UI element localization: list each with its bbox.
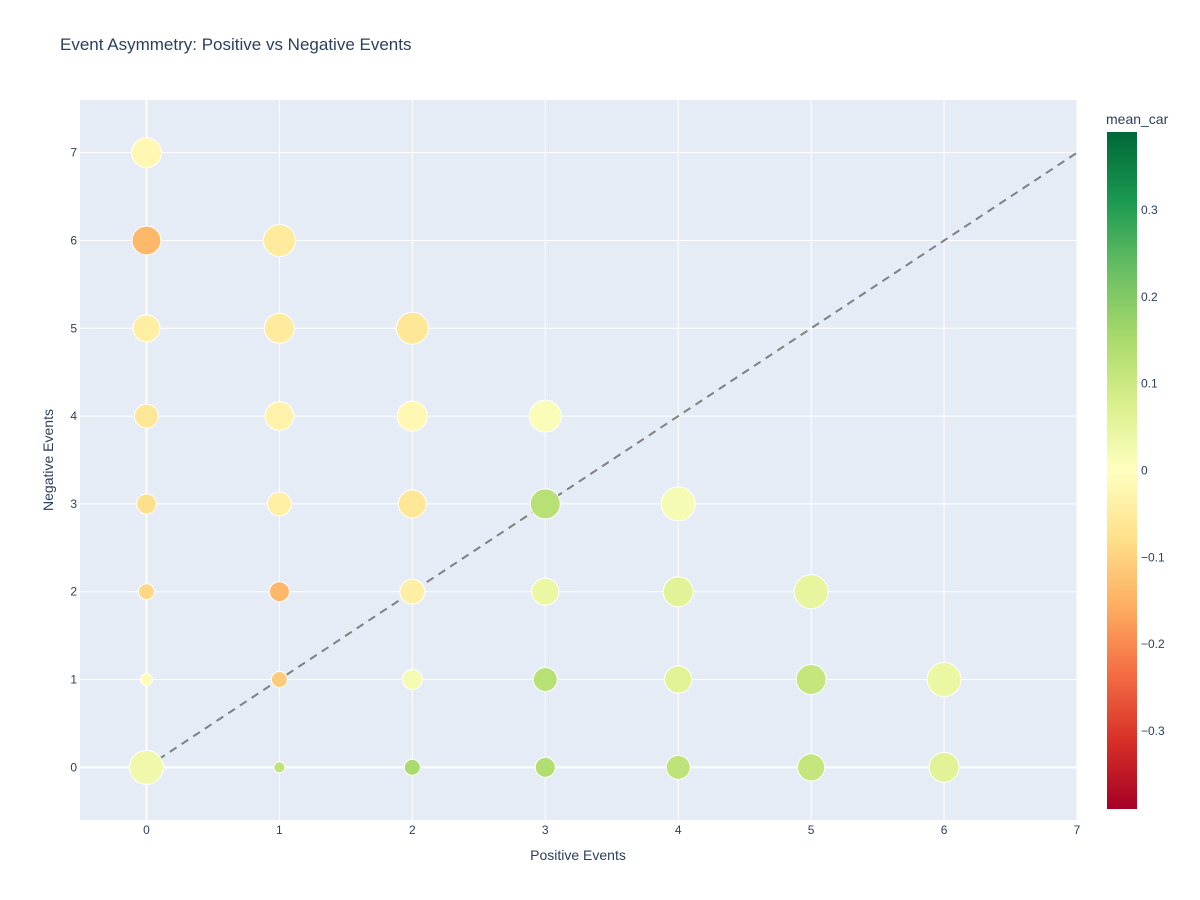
data-point [529, 488, 561, 520]
data-point [797, 753, 826, 782]
data-point [139, 673, 153, 687]
data-point [135, 493, 157, 515]
data-point [532, 667, 558, 693]
x-tick-label: 5 [808, 823, 815, 837]
data-point [270, 671, 288, 689]
data-point [928, 751, 960, 783]
data-point [395, 311, 429, 345]
colorbar-ticks: −0.3 −0.2 −0.1 0 0.1 0.2 0.3 [1141, 203, 1165, 738]
y-tick-label: 4 [70, 409, 77, 423]
colorbar-tick-label: 0.2 [1141, 290, 1158, 304]
colorbar-tick-label: −0.3 [1141, 724, 1165, 738]
data-point [263, 312, 295, 344]
data-point [264, 401, 295, 431]
data-point [660, 486, 696, 522]
x-tick-label: 0 [143, 823, 150, 837]
colorbar-tick-label: 0 [1141, 464, 1148, 478]
gridlines [80, 100, 1078, 820]
x-axis-title: Positive Events [530, 847, 626, 863]
data-point [268, 581, 290, 603]
x-tick-label: 1 [276, 823, 283, 837]
y-tick-label: 2 [70, 585, 77, 599]
data-point [662, 576, 694, 608]
y-axis-ticks: 0 1 2 3 4 5 6 7 [70, 146, 77, 775]
data-point [665, 754, 691, 780]
colorbar-tick-label: 0.3 [1141, 203, 1158, 217]
data-point [926, 662, 962, 698]
y-axis-title: Negative Events [40, 409, 56, 511]
y-tick-label: 7 [70, 146, 77, 160]
colorbar-tick-label: −0.2 [1141, 637, 1165, 651]
data-point [793, 574, 829, 610]
colorbar-title: mean_car [1106, 111, 1169, 127]
data-points [128, 137, 962, 785]
diagonal-reference-line [145, 151, 1078, 769]
data-point [401, 669, 423, 691]
y-tick-label: 6 [70, 233, 77, 247]
data-point [397, 489, 427, 519]
colorbar-tick-label: −0.1 [1141, 550, 1165, 564]
data-point [130, 137, 162, 169]
x-tick-label: 4 [675, 823, 682, 837]
data-point [795, 664, 827, 696]
data-point [534, 756, 556, 778]
data-point [131, 225, 162, 256]
data-point [403, 758, 421, 776]
x-tick-label: 2 [409, 823, 416, 837]
data-point [531, 577, 560, 606]
data-point [664, 665, 693, 694]
data-point [128, 749, 164, 785]
data-point [399, 578, 426, 605]
colorbar-tick-label: 0.1 [1141, 377, 1158, 391]
colorbar [1107, 132, 1137, 809]
x-tick-label: 7 [1074, 823, 1081, 837]
data-point [266, 491, 292, 517]
chart-title: Event Asymmetry: Positive vs Negative Ev… [60, 35, 411, 54]
data-point [528, 399, 562, 433]
y-tick-label: 0 [70, 760, 77, 774]
data-point [273, 761, 286, 774]
x-axis-ticks: 0 1 2 3 4 5 6 7 [143, 823, 1081, 837]
data-point [132, 314, 161, 343]
data-point [262, 223, 296, 257]
y-tick-label: 5 [70, 321, 77, 335]
data-point [133, 403, 159, 429]
y-tick-label: 3 [70, 497, 77, 511]
data-point [396, 400, 428, 432]
y-tick-label: 1 [70, 673, 77, 687]
x-tick-label: 3 [542, 823, 549, 837]
data-point [137, 583, 155, 601]
reference-line [145, 151, 1078, 769]
x-tick-label: 6 [941, 823, 948, 837]
plot-area [80, 100, 1077, 820]
